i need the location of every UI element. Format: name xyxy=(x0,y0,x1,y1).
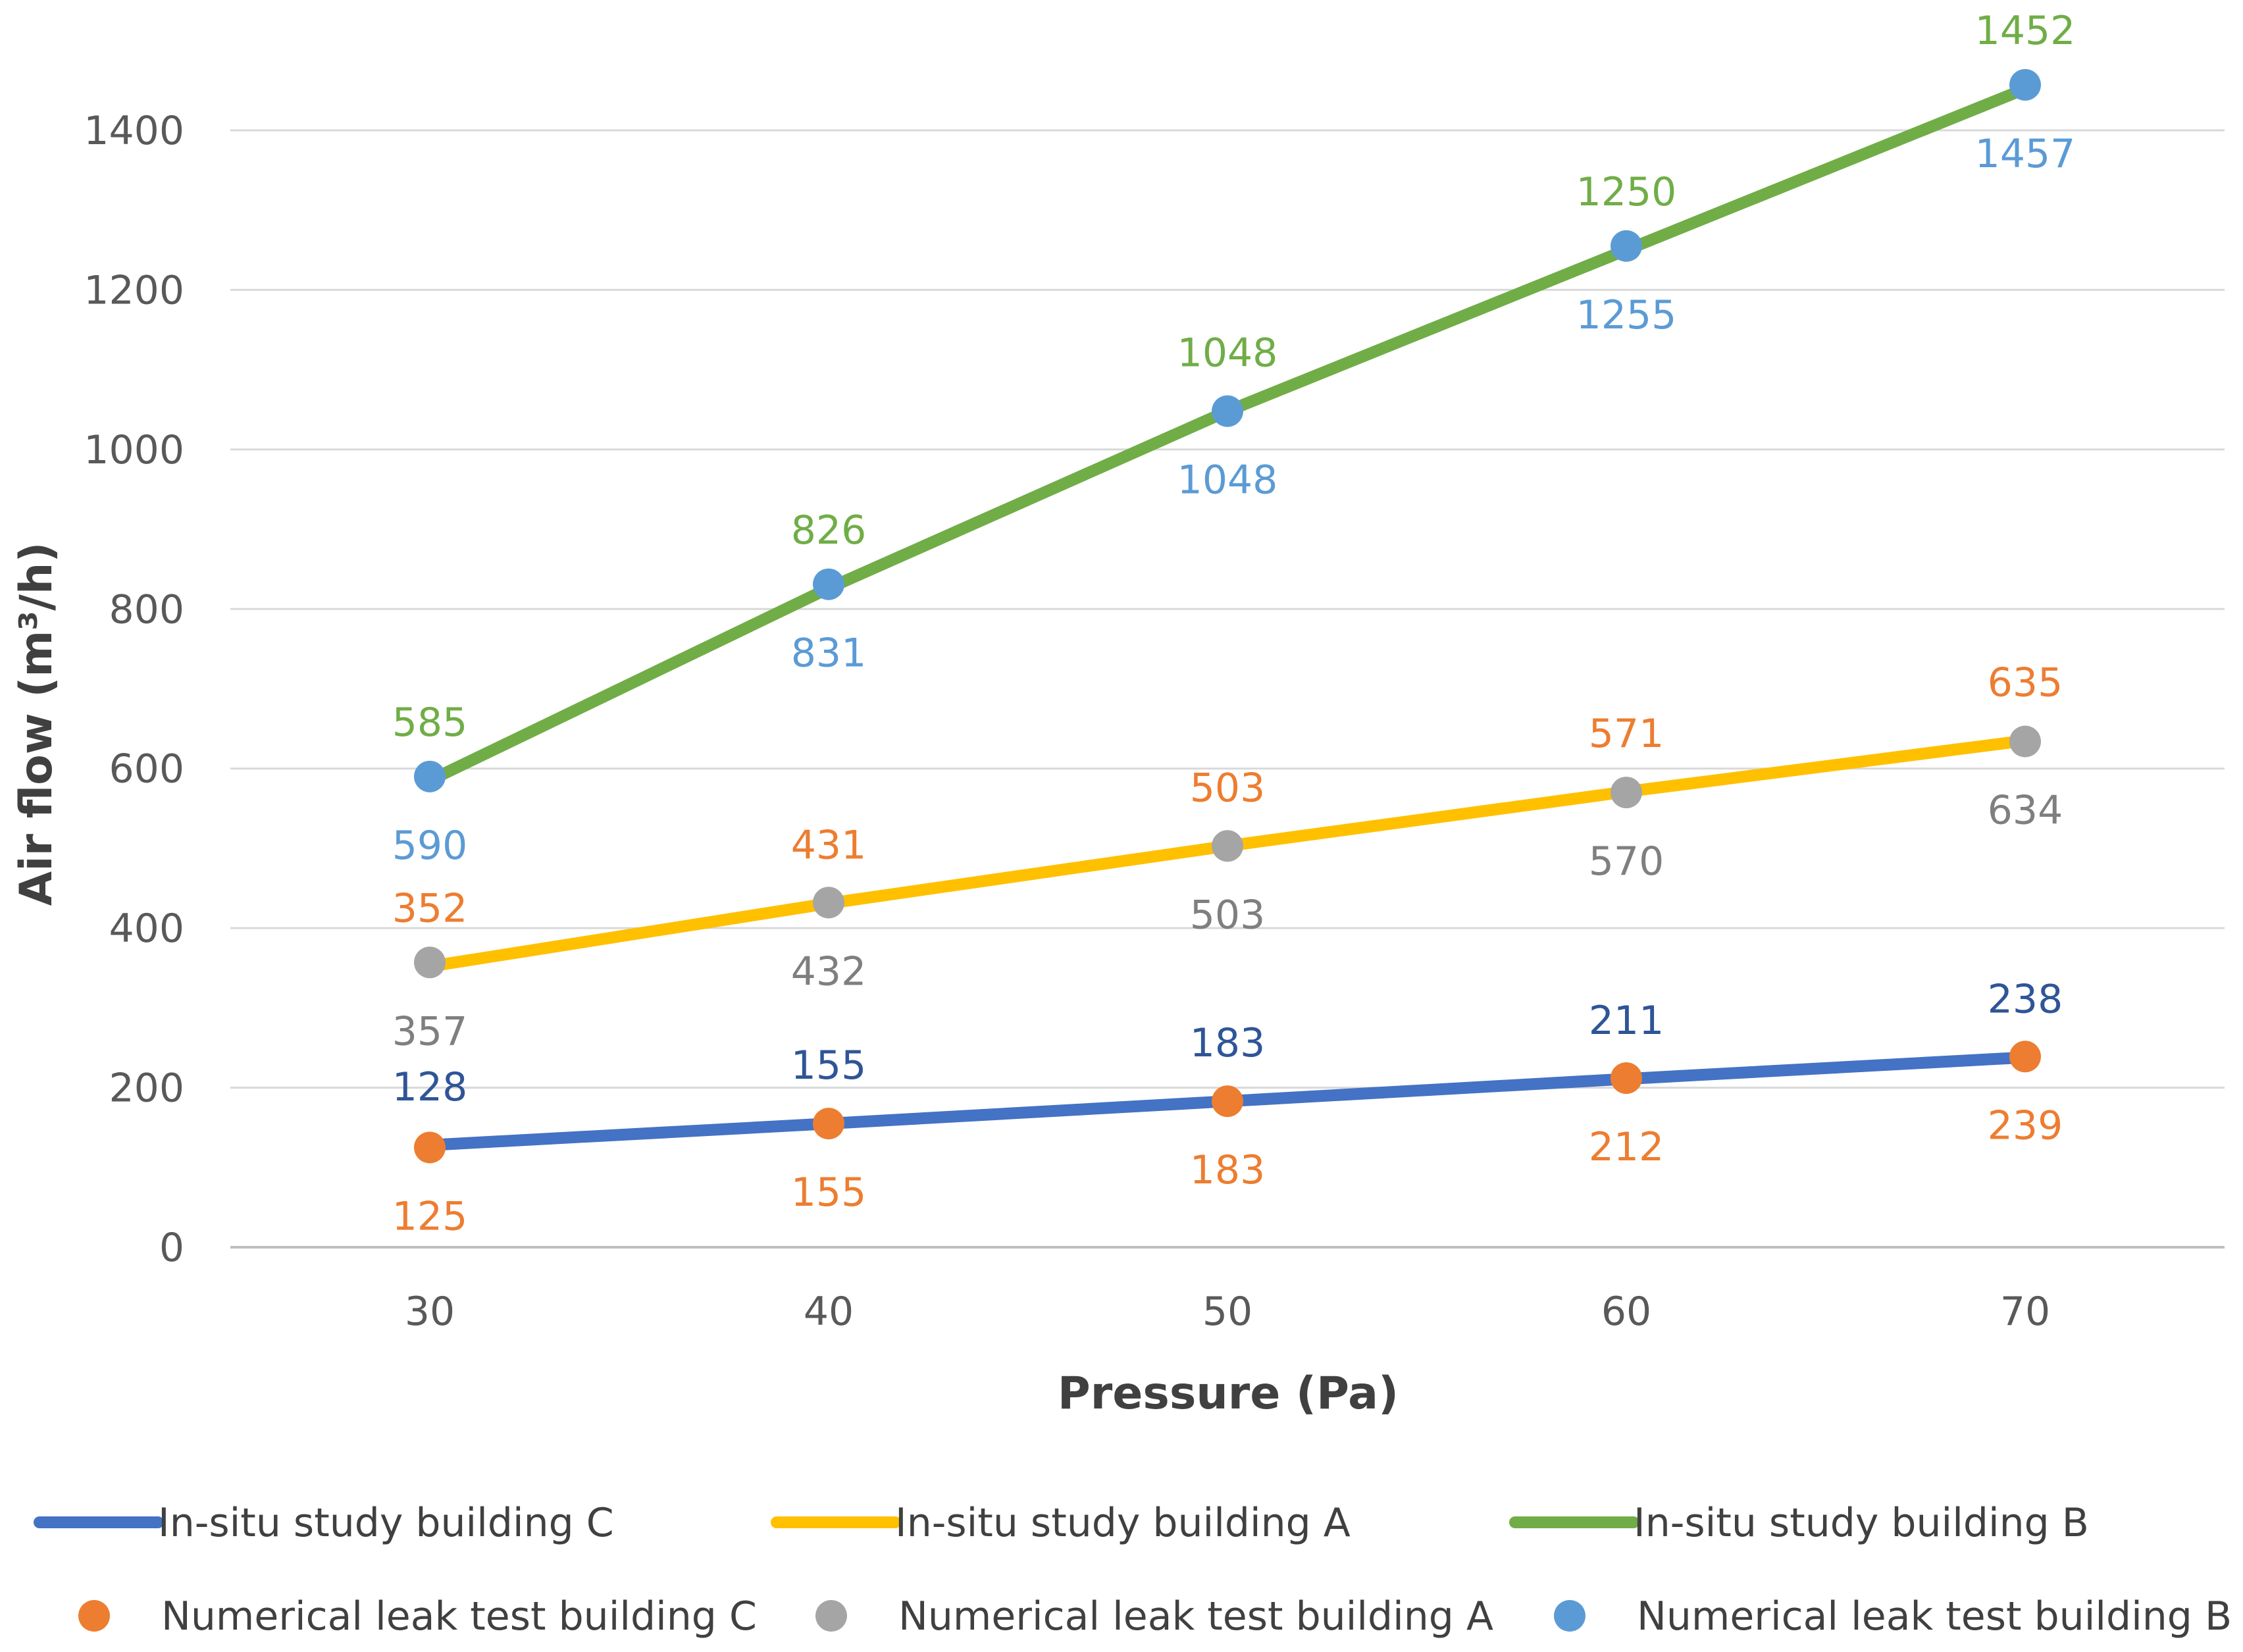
data-label: 239 xyxy=(1988,1102,2063,1149)
data-label: 238 xyxy=(1988,977,2063,1023)
data-point xyxy=(1611,777,1642,809)
data-label: 183 xyxy=(1190,1147,1266,1193)
x-tick-label: 60 xyxy=(1601,1289,1651,1335)
series-markers xyxy=(414,68,2041,1164)
y-tick-label: 1200 xyxy=(84,267,184,313)
gridlines xyxy=(230,129,2225,1249)
legend-swatch xyxy=(815,1600,847,1632)
data-label: 357 xyxy=(392,1008,468,1054)
data-label: 125 xyxy=(392,1193,468,1239)
series-lines xyxy=(424,82,2031,1151)
y-axis-ticks: 0 200 400 600 800 1000 1200 1400 xyxy=(84,108,184,1271)
legend-label: In-situ study building B xyxy=(1634,1500,2089,1546)
data-point xyxy=(414,946,446,979)
data-label: 212 xyxy=(1589,1124,1664,1170)
series-line xyxy=(424,82,2031,787)
data-label: 128 xyxy=(392,1064,468,1110)
y-tick-label: 200 xyxy=(109,1066,184,1112)
x-tick-label: 50 xyxy=(1202,1289,1252,1335)
data-point xyxy=(2009,68,2041,101)
data-labels: 128 155 183 211 238 352 431 503 571 635 585 826 1048… xyxy=(392,8,2076,1240)
data-label: 1048 xyxy=(1177,457,1278,503)
data-label: 155 xyxy=(791,1043,867,1089)
data-label: 590 xyxy=(392,823,468,869)
data-point xyxy=(414,760,446,792)
data-label: 826 xyxy=(791,507,867,554)
data-label: 503 xyxy=(1190,892,1266,938)
data-point xyxy=(813,1108,844,1140)
legend-label: In-situ study building C xyxy=(158,1500,614,1546)
legend: In-situ study building C In-situ study bu… xyxy=(34,1500,2232,1639)
x-tick-label: 30 xyxy=(405,1289,455,1335)
data-label: 831 xyxy=(791,631,867,677)
data-label: 1250 xyxy=(1576,169,1677,215)
data-point xyxy=(1212,395,1243,427)
data-point xyxy=(2009,1041,2041,1073)
data-label: 352 xyxy=(392,885,468,931)
data-label: 571 xyxy=(1589,711,1664,757)
data-point xyxy=(813,887,844,919)
data-label: 634 xyxy=(1988,788,2063,834)
data-point xyxy=(1611,1062,1642,1095)
legend-label: Numerical leak test building A xyxy=(898,1593,1493,1639)
data-label: 211 xyxy=(1589,998,1664,1044)
y-tick-label: 800 xyxy=(109,586,184,632)
data-label: 155 xyxy=(791,1170,867,1216)
data-label: 570 xyxy=(1589,839,1664,885)
data-point xyxy=(813,568,844,600)
x-tick-label: 70 xyxy=(2000,1289,2050,1335)
y-tick-label: 1000 xyxy=(84,427,184,473)
legend-label: Numerical leak test building B xyxy=(1637,1593,2232,1639)
x-tick-label: 40 xyxy=(804,1289,854,1335)
y-tick-label: 600 xyxy=(109,746,184,792)
data-label: 1255 xyxy=(1576,292,1677,338)
data-point xyxy=(2009,725,2041,758)
data-label: 1452 xyxy=(1975,8,2076,54)
data-label: 585 xyxy=(392,700,468,746)
y-tick-label: 0 xyxy=(159,1225,184,1271)
data-label: 503 xyxy=(1190,765,1266,811)
legend-swatch xyxy=(78,1600,110,1632)
data-point xyxy=(1212,1085,1243,1118)
data-label: 1048 xyxy=(1177,330,1278,376)
data-point xyxy=(414,1131,446,1164)
y-tick-label: 400 xyxy=(109,906,184,952)
data-label: 1457 xyxy=(1975,131,2076,177)
data-label: 183 xyxy=(1190,1020,1266,1066)
data-point xyxy=(1611,230,1642,262)
data-point xyxy=(1212,830,1243,862)
data-label: 432 xyxy=(791,948,867,994)
legend-label: In-situ study building A xyxy=(895,1500,1351,1546)
data-label: 431 xyxy=(791,823,867,869)
legend-swatch xyxy=(1554,1600,1586,1632)
x-axis-title: Pressure (Pa) xyxy=(1058,1368,1399,1420)
y-axis-title: Air flow (m³/h) xyxy=(11,542,63,906)
y-tick-label: 1400 xyxy=(84,108,184,154)
legend-label: Numerical leak test building C xyxy=(161,1593,757,1639)
data-label: 635 xyxy=(1988,659,2063,706)
x-axis-ticks: 30 40 50 60 70 xyxy=(405,1289,2050,1335)
